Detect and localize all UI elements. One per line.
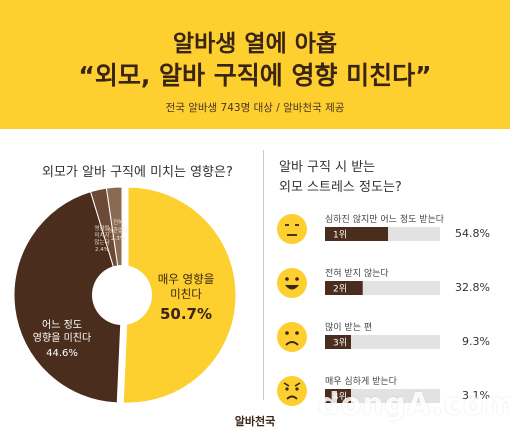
frown-face-icon bbox=[277, 322, 307, 352]
pie-label-big-1: 매우 영향을 bbox=[158, 272, 215, 286]
subtitle: 전국 알바생 743명 대상 / 알바천국 제공 bbox=[165, 102, 345, 114]
bar-rank-2: 2위 bbox=[333, 284, 347, 295]
title-line-1: 알바생 열에 아홉 bbox=[172, 31, 338, 57]
mouth-3 bbox=[285, 341, 299, 346]
pie-label-s4-2: 상관없다 bbox=[108, 226, 128, 234]
pie-label-s4-1: 전혀 bbox=[113, 218, 123, 226]
bar-fill-4 bbox=[325, 389, 351, 403]
bar-row-label-3: 많이 받는 편 bbox=[325, 323, 373, 333]
pie-label-mid-pct: 44.6% bbox=[46, 348, 78, 359]
pie-label-mid-1: 어느 정도 bbox=[42, 319, 82, 331]
neutral-face-icon bbox=[277, 214, 307, 244]
bar-track-3 bbox=[325, 335, 440, 349]
right-question-line-1: 알바 구직 시 받는 bbox=[279, 160, 376, 175]
bar-row-label-1: 심하진 않지만 어느 정도 받는다 bbox=[325, 215, 445, 225]
bar-track-4 bbox=[325, 389, 440, 403]
pie-label-s3-1: 영향을 bbox=[94, 224, 109, 232]
angry-face-icon bbox=[277, 376, 307, 406]
eye-right-3 bbox=[295, 331, 299, 335]
title-line-2: “외모, 알바 구직에 영향 미친다” bbox=[78, 61, 432, 90]
pie-label-s3-3: 않는다 bbox=[94, 238, 109, 246]
eye-right-2 bbox=[295, 277, 299, 281]
footer-logo: 알바천국 bbox=[234, 415, 276, 428]
brow-right-4 bbox=[294, 382, 301, 387]
pie-label-s3-pct: 2.4% bbox=[95, 247, 109, 253]
header-banner: 알바생 열에 아홉 “외모, 알바 구직에 영향 미친다” 전국 알바생 743… bbox=[0, 0, 510, 129]
pie-label-mid-2: 영향을 미친다 bbox=[33, 332, 91, 344]
bar-fill-1 bbox=[325, 227, 389, 241]
mouth-2 bbox=[285, 285, 299, 290]
eye-right-4 bbox=[295, 387, 299, 391]
watermark: dongA.com bbox=[318, 387, 510, 422]
bar-rank-3: 3위 bbox=[333, 338, 347, 349]
bar-rank-4: 4위 bbox=[333, 392, 347, 403]
bar-row-label-4: 매우 심하게 받는다 bbox=[325, 377, 397, 387]
smile-face-icon bbox=[277, 268, 307, 298]
brow-left-4 bbox=[283, 382, 290, 387]
panel-divider bbox=[263, 150, 264, 400]
eye-left-4 bbox=[285, 387, 289, 391]
bar-row-label-2: 전혀 받지 않는다 bbox=[325, 269, 389, 279]
bar-value-3: 9.3% bbox=[462, 335, 490, 348]
eye-left-2 bbox=[285, 277, 289, 281]
eye-left-3 bbox=[285, 331, 289, 335]
pie-label-big-2: 미친다 bbox=[170, 287, 202, 301]
bar-fill-2 bbox=[325, 281, 363, 295]
bar-fill-3 bbox=[325, 335, 351, 349]
pie-slice-1 bbox=[122, 186, 237, 404]
pie-label-big-pct: 50.7% bbox=[160, 305, 212, 323]
pie-label-s4-pct: 2.3% bbox=[111, 236, 125, 242]
bar-value-2: 32.8% bbox=[455, 281, 490, 294]
pie-label-s3-2: 미치지 bbox=[94, 231, 109, 239]
bar-value-4: 3.1% bbox=[462, 389, 490, 402]
right-question-line-2: 외모 스트레스 정도는? bbox=[279, 180, 402, 195]
bar-rank-1: 1위 bbox=[333, 230, 347, 241]
left-question: 외모가 알바 구직에 미치는 영향은? bbox=[42, 165, 233, 180]
pie-slice-2 bbox=[13, 191, 123, 404]
bar-value-1: 54.8% bbox=[455, 227, 490, 240]
pie-center-hole bbox=[92, 265, 152, 325]
mouth-4 bbox=[286, 395, 298, 400]
